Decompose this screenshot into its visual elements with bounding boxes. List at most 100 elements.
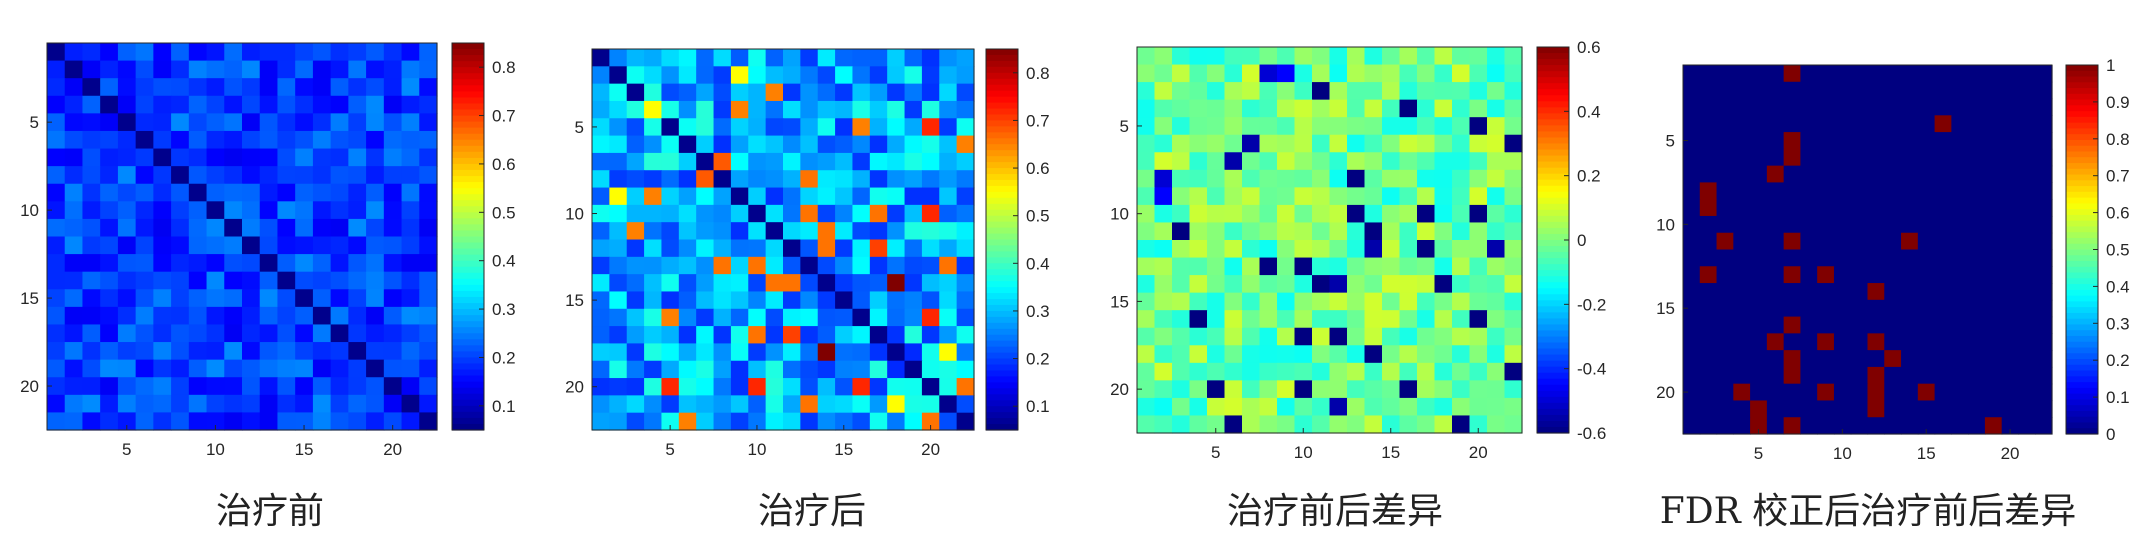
heatmap-cell [1699, 266, 1718, 284]
heatmap-cell [1750, 316, 1768, 334]
heatmap-cell [1312, 397, 1331, 417]
heatmap-cell [82, 113, 101, 132]
heatmap-cell [609, 187, 628, 206]
heatmap-cell [1469, 397, 1488, 417]
heatmap-cell [696, 291, 715, 310]
heatmap-cell [1417, 257, 1436, 276]
heatmap-cell [904, 152, 923, 171]
heatmap-cell [82, 342, 101, 361]
heatmap-cell [1733, 182, 1751, 200]
heatmap-cell [1817, 148, 1835, 167]
heatmap-cell [1452, 222, 1471, 241]
heatmap-cell [1347, 310, 1366, 329]
heatmap-cell [153, 43, 172, 62]
colorbar-segment [986, 150, 1018, 157]
heatmap-cell [1683, 199, 1701, 217]
colorbar-segment [2066, 324, 2098, 331]
heatmap-cell [956, 152, 975, 171]
heatmap-cell [783, 256, 801, 275]
heatmap-cell [1750, 232, 1768, 251]
heatmap-cell [730, 274, 749, 293]
heatmap-cell [1699, 182, 1718, 200]
heatmap-cell [748, 222, 767, 241]
heatmap-cell [1901, 182, 1919, 200]
heatmap-cell [366, 201, 385, 220]
heatmap-cell [2018, 132, 2036, 150]
heatmap-cell [765, 343, 784, 362]
heatmap-cell [82, 130, 101, 150]
heatmap-cell [852, 326, 871, 345]
heatmap-cell [956, 83, 975, 102]
heatmap-cell [330, 95, 349, 114]
heatmap-cell [644, 412, 663, 431]
heatmap-cell [64, 359, 84, 378]
heatmap-cell [1984, 98, 2003, 116]
colorbar-segment [2066, 145, 2098, 153]
heatmap-cell [1984, 266, 2003, 284]
heatmap-cell [1699, 366, 1718, 385]
heatmap-cell [1364, 204, 1383, 224]
heatmap-cell [135, 377, 154, 396]
heatmap-cell [800, 360, 819, 379]
heatmap-cell [224, 394, 243, 414]
heatmap-cell [64, 78, 84, 97]
heatmap-cell [1817, 299, 1835, 318]
heatmap-cell [2035, 199, 2053, 217]
heatmap-cell [748, 360, 767, 379]
colorbar-segment [1537, 227, 1569, 235]
heatmap-cell [1750, 333, 1768, 351]
heatmap-cell [592, 222, 610, 241]
colorbar-segment [986, 358, 1018, 366]
heatmap-cell [1901, 350, 1919, 368]
heatmap-cell [1716, 132, 1734, 150]
heatmap-cell [939, 378, 958, 396]
heatmap-cell [1683, 65, 1701, 83]
colorbar-segment [1537, 414, 1569, 422]
heatmap-cell [1364, 117, 1383, 136]
heatmap-cell [82, 95, 101, 114]
heatmap-cell [1917, 81, 1936, 100]
heatmap-cell [419, 78, 438, 97]
heatmap-cell [1951, 65, 1969, 83]
heatmap-cell [1934, 148, 1952, 167]
heatmap-cell [1207, 415, 1226, 434]
heatmap-cell [1172, 292, 1191, 311]
heatmap-cell [783, 412, 801, 431]
heatmap-cell [401, 218, 420, 238]
heatmap-cell [1716, 81, 1734, 100]
heatmap-cell [1917, 366, 1936, 385]
heatmap-cell [1137, 397, 1156, 417]
heatmap-cell [696, 66, 715, 85]
heatmap-cell [1504, 64, 1523, 83]
heatmap-cell [1867, 165, 1885, 184]
heatmap-cell [921, 239, 940, 258]
colorbar-segment [986, 328, 1018, 336]
heatmap-cell [765, 118, 784, 137]
colorbar-segment [2066, 122, 2098, 130]
heatmap-cell [609, 326, 628, 345]
heatmap-cell [1382, 292, 1401, 311]
heatmap-cell [82, 271, 101, 290]
heatmap-cell [47, 289, 66, 308]
heatmap-cell [1277, 327, 1296, 346]
heatmap-cell [1750, 165, 1768, 184]
heatmap-cell [1733, 65, 1751, 83]
heatmap-cell [1968, 383, 1986, 402]
heatmap-cell [1968, 132, 1986, 150]
heatmap-cell [609, 360, 628, 379]
heatmap-cell [921, 204, 940, 223]
heatmap-cell [330, 166, 349, 185]
heatmap-cell [1934, 249, 1952, 267]
heatmap-cell [1833, 316, 1852, 334]
heatmap-cell [817, 395, 836, 414]
heatmap-cell [678, 412, 697, 431]
heatmap-cell [1917, 65, 1936, 83]
heatmap-cell [783, 308, 801, 327]
heatmap-cell [713, 360, 732, 379]
heatmap-cell [887, 378, 906, 396]
heatmap-cell [206, 324, 225, 343]
heatmap-cell [100, 130, 119, 150]
heatmap-cell [2001, 266, 2020, 284]
heatmap-cell [1766, 299, 1785, 318]
heatmap-cell [1833, 199, 1852, 217]
